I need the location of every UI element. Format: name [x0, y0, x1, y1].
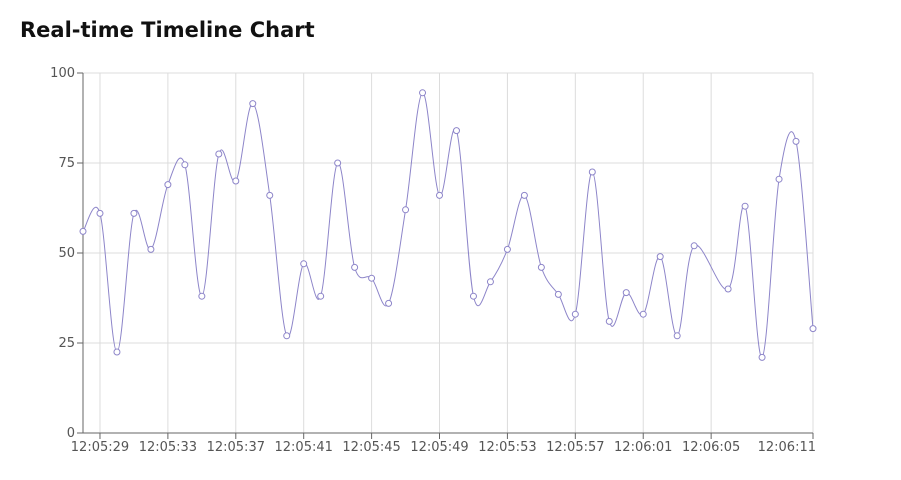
point: [385, 299, 393, 307]
x-tick-label: 12:06:01: [614, 440, 672, 455]
point: [232, 177, 240, 185]
x-tick-label: 12:05:49: [410, 440, 468, 455]
point: [622, 289, 630, 297]
y-tick-label: 75: [58, 156, 75, 171]
point: [554, 290, 562, 298]
y-tick-label: 50: [58, 246, 75, 261]
point: [639, 310, 647, 318]
point: [351, 263, 359, 271]
point: [809, 325, 817, 333]
point: [758, 353, 766, 361]
x-tick-label: 12:05:41: [275, 440, 333, 455]
point: [249, 100, 257, 108]
point: [283, 332, 291, 340]
point: [469, 292, 477, 300]
point: [164, 181, 172, 189]
point: [741, 202, 749, 210]
point: [96, 209, 104, 217]
point: [198, 292, 206, 300]
point: [419, 89, 427, 97]
x-tick-label: 12:05:37: [207, 440, 265, 455]
point: [317, 292, 325, 300]
point: [503, 245, 511, 253]
x-tick-label: 12:05:53: [478, 440, 536, 455]
point: [181, 161, 189, 169]
point: [130, 209, 138, 217]
point: [436, 191, 444, 199]
line: [82, 92, 814, 358]
y-tick-label: 0: [67, 426, 75, 441]
point: [792, 137, 800, 145]
point: [724, 285, 732, 293]
point: [452, 127, 460, 135]
x-tick-label: 12:05:29: [71, 440, 129, 455]
y-tick-label: 25: [58, 336, 75, 351]
point: [690, 242, 698, 250]
y-tick-label: 100: [50, 66, 75, 81]
point: [79, 227, 87, 235]
point: [520, 191, 528, 199]
point: [656, 253, 664, 261]
point: [571, 310, 579, 318]
point: [486, 278, 494, 286]
x-tick-label: 12:05:33: [139, 440, 197, 455]
point: [113, 348, 121, 356]
point: [368, 274, 376, 282]
chart-title: Real-time Timeline Chart: [20, 18, 315, 42]
point: [775, 175, 783, 183]
x-tick-label: 12:06:05: [682, 440, 740, 455]
point: [588, 168, 596, 176]
point: [334, 159, 342, 167]
point: [147, 245, 155, 253]
point: [300, 260, 308, 268]
x-tick-label: 12:05:57: [546, 440, 604, 455]
point: [266, 191, 274, 199]
point: [673, 332, 681, 340]
point: [402, 206, 410, 214]
point: [537, 263, 545, 271]
point: [215, 150, 223, 158]
x-tick-label: 12:06:11: [758, 440, 816, 455]
x-tick-label: 12:05:45: [342, 440, 400, 455]
point: [605, 317, 613, 325]
